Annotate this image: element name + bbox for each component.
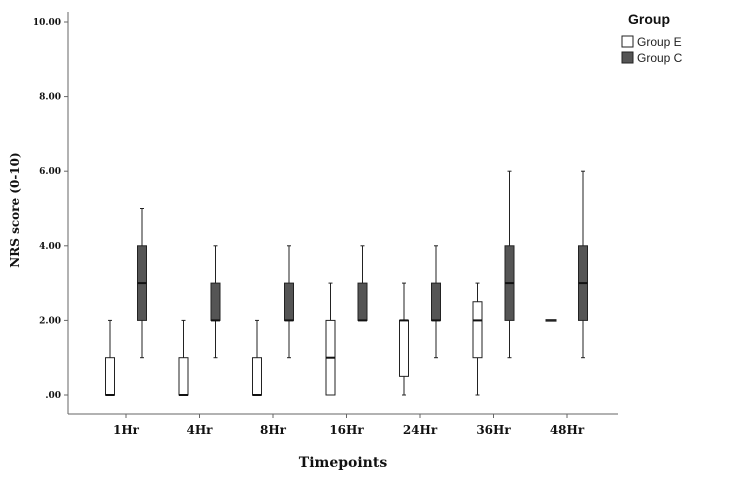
x-tick-label: 8Hr bbox=[260, 423, 287, 437]
box-group-e-24hr bbox=[399, 282, 409, 396]
legend-label: Group C bbox=[637, 51, 683, 65]
y-axis-title: NRS score (0-10) bbox=[8, 152, 22, 267]
x-tick-label: 24Hr bbox=[403, 423, 438, 437]
x-axis-title: Timepoints bbox=[299, 455, 388, 471]
y-tick-label: 8.00 bbox=[39, 93, 61, 103]
box-group-c-4hr bbox=[210, 245, 221, 359]
x-tick-label: 48Hr bbox=[550, 423, 585, 437]
legend-swatch bbox=[621, 35, 634, 48]
box-iqr bbox=[178, 357, 189, 396]
box-iqr bbox=[105, 357, 115, 396]
x-axis-ticks: 1Hr 4Hr 8Hr 16Hr 24Hr 36Hr 48Hr bbox=[113, 414, 585, 437]
box-iqr bbox=[399, 319, 409, 377]
legend-title: Group bbox=[628, 11, 670, 27]
box-group-c-36hr bbox=[504, 170, 515, 359]
legend-item-group-c: Group C bbox=[621, 51, 683, 65]
box-group-c-1hr bbox=[137, 208, 147, 359]
x-tick-label: 36Hr bbox=[476, 423, 511, 437]
box-group-c-48hr bbox=[578, 170, 588, 359]
plot-area bbox=[105, 170, 588, 396]
x-tick-label: 1Hr bbox=[113, 423, 140, 437]
box-iqr bbox=[472, 301, 483, 359]
box-group-e-8hr bbox=[252, 319, 262, 396]
legend-label: Group E bbox=[637, 35, 682, 49]
box-group-c-16hr bbox=[357, 245, 368, 322]
box-iqr bbox=[252, 357, 262, 396]
axes bbox=[67, 12, 618, 415]
x-tick-label: 16Hr bbox=[329, 423, 364, 437]
box-group-c-8hr bbox=[284, 245, 294, 359]
x-tick-label: 4Hr bbox=[186, 423, 213, 437]
y-tick-label: 10.00 bbox=[33, 18, 61, 28]
box-iqr bbox=[357, 282, 368, 321]
box-group-e-4hr bbox=[178, 319, 189, 396]
legend-swatch bbox=[621, 51, 634, 64]
legend-item-group-e: Group E bbox=[621, 35, 682, 49]
y-tick-label: 4.00 bbox=[39, 242, 61, 252]
box-iqr bbox=[210, 282, 221, 321]
y-tick-label: 2.00 bbox=[39, 316, 61, 326]
y-axis-ticks: .00 2.00 4.00 6.00 8.00 10.00 bbox=[33, 18, 68, 401]
y-tick-label: .00 bbox=[45, 391, 61, 401]
y-tick-label: 6.00 bbox=[39, 167, 61, 177]
box-iqr bbox=[284, 282, 294, 321]
box-group-e-1hr bbox=[105, 319, 115, 396]
box-iqr bbox=[431, 282, 441, 321]
box-group-e-36hr bbox=[472, 282, 483, 396]
box-group-c-24hr bbox=[431, 245, 441, 359]
legend: Group Group E Group C bbox=[621, 11, 683, 65]
box-group-e-16hr bbox=[325, 282, 336, 396]
